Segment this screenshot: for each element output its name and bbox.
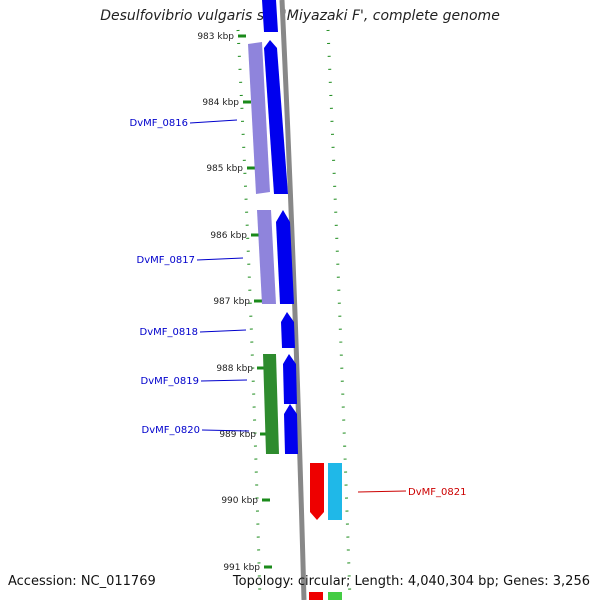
- gene-feature-0820-green: [263, 354, 279, 454]
- gene-arrow-0817: [276, 210, 294, 304]
- tick-label: 983 kbp: [197, 32, 234, 42]
- gene-label-leader: [200, 379, 248, 382]
- gene-arrow-0820: [284, 404, 298, 454]
- gene-feature-bottom-green: [328, 592, 342, 600]
- gene-label[interactable]: DvMF_0817: [137, 255, 195, 266]
- gene-label[interactable]: DvMF_0820: [142, 425, 200, 436]
- accession-label: Accession: NC_011769: [8, 574, 156, 589]
- gene-arrow-0821: [310, 463, 324, 520]
- gene-label-group: DvMF_0816 DvMF_0817 DvMF_0818 DvMF_0819 DvMF…: [130, 118, 467, 498]
- gene-label-leader: [199, 329, 247, 333]
- genome-info-label: Topology: circular; Length: 4,040,304 bp…: [232, 574, 590, 589]
- gene-label[interactable]: DvMF_0819: [141, 376, 199, 387]
- gene-label-leader: [201, 429, 250, 432]
- gene-label[interactable]: DvMF_0818: [140, 327, 198, 338]
- tick-label: 987 kbp: [213, 297, 250, 307]
- genome-backbone: [279, 0, 307, 600]
- gene-label[interactable]: DvMF_0821: [408, 487, 466, 498]
- map-title: Desulfovibrio vulgaris str. 'Miyazaki F'…: [100, 8, 500, 24]
- tick-label: 988 kbp: [216, 364, 253, 374]
- gene-feature-0821-cyan: [328, 463, 342, 520]
- tick-label: 986 kbp: [210, 231, 247, 241]
- tick-label: 990 kbp: [221, 496, 258, 506]
- gene-arrow-0818: [281, 312, 295, 348]
- gene-arrow-bottom-red: [309, 592, 323, 600]
- gene-arrow-0819: [283, 354, 297, 404]
- gene-label[interactable]: DvMF_0816: [130, 118, 188, 129]
- tick-label: 989 kbp: [219, 430, 256, 440]
- gene-feature-0817-light: [257, 210, 276, 304]
- tick-label: 991 kbp: [223, 563, 260, 573]
- gene-feature-0816-light: [248, 42, 270, 194]
- gene-label-leader: [196, 257, 244, 261]
- gene-arrow-top: [262, 0, 278, 32]
- tick-label: 984 kbp: [202, 98, 239, 108]
- tick-label: 985 kbp: [206, 164, 243, 174]
- gene-label-leader: [357, 490, 407, 493]
- gene-arrow-0816: [264, 40, 288, 194]
- tick-group: 983 kbp 984 kbp 985 kbp 986 kbp 987 kbp 988 k…: [197, 32, 272, 573]
- gene-label-leader: [189, 119, 238, 124]
